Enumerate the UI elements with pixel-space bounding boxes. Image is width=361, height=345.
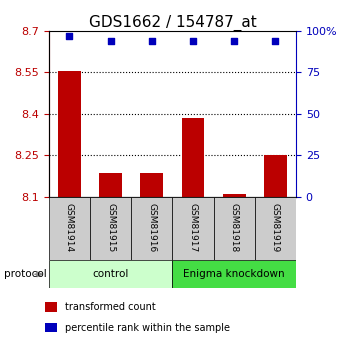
Point: [273, 38, 278, 44]
Text: GSM81917: GSM81917: [188, 203, 197, 252]
Bar: [45, 323, 57, 332]
Text: percentile rank within the sample: percentile rank within the sample: [65, 323, 230, 333]
Bar: [172, 260, 296, 288]
Point: [149, 38, 155, 44]
Bar: [264, 155, 287, 197]
Bar: [223, 195, 245, 197]
Text: GSM81915: GSM81915: [106, 203, 115, 252]
Text: GSM81914: GSM81914: [65, 203, 74, 252]
Text: GSM81916: GSM81916: [147, 203, 156, 252]
Bar: [58, 71, 81, 197]
Point: [190, 38, 196, 44]
Bar: [99, 173, 122, 197]
Text: Enigma knockdown: Enigma knockdown: [183, 269, 285, 279]
Bar: [172, 197, 214, 260]
Bar: [45, 303, 57, 312]
Point: [231, 38, 237, 44]
Text: GSM81918: GSM81918: [230, 203, 239, 252]
Text: transformed count: transformed count: [65, 302, 156, 312]
Bar: [214, 197, 255, 260]
Bar: [131, 197, 173, 260]
Bar: [49, 260, 172, 288]
Bar: [90, 197, 131, 260]
Bar: [182, 118, 204, 197]
Text: control: control: [92, 269, 129, 279]
Point: [108, 38, 113, 44]
Bar: [255, 197, 296, 260]
Text: protocol: protocol: [4, 269, 46, 279]
Bar: [140, 173, 163, 197]
Bar: [49, 197, 90, 260]
Title: GDS1662 / 154787_at: GDS1662 / 154787_at: [88, 15, 256, 31]
Point: [66, 33, 72, 39]
Text: GSM81919: GSM81919: [271, 203, 280, 252]
